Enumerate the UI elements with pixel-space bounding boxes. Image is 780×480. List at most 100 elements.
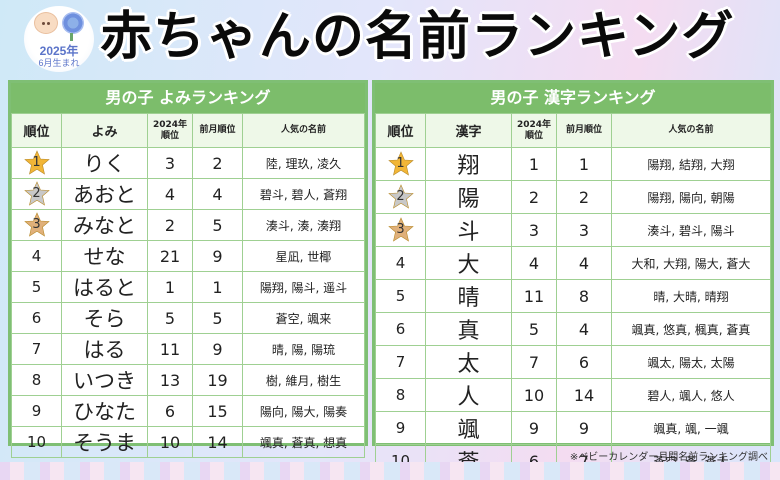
rank-cell: 2 <box>375 180 426 214</box>
table-row: 5 晴 11 8 晴, 大晴, 晴翔 <box>375 279 771 313</box>
rank-number: 2 <box>396 189 405 204</box>
rank-2024-cell: 11 <box>147 333 193 365</box>
table-row: 6 そら 5 5 蒼空, 颯来 <box>11 302 365 334</box>
rank-2024-cell: 2 <box>511 180 557 214</box>
col-popular-names: 人気の名前 <box>611 113 771 148</box>
rank-number: 1 <box>396 156 405 171</box>
table-row: 8 人 10 14 碧人, 颯人, 悠人 <box>375 378 771 412</box>
kanji-ranking-table: 順位 漢字 2024年 順位 前月順位 人気の名前 1 翔 1 1 陽翔, 結翔, 大翔… <box>375 113 771 478</box>
reading-ranking-title: 男の子 よみランキング <box>11 83 365 113</box>
rank-cell: 4 <box>11 240 62 272</box>
reading-cell: せな <box>61 240 148 272</box>
table-row: 1 りく 3 2 陸, 理玖, 凌久 <box>11 147 365 179</box>
popular-names-cell: 湊斗, 湊, 湊翔 <box>242 209 365 241</box>
leaf-icon <box>70 33 73 41</box>
table-row: 9 颯 9 9 颯真, 颯, 一颯 <box>375 411 771 445</box>
rank-number: 3 <box>396 222 405 237</box>
kanji-cell: 真 <box>425 312 512 346</box>
reading-cell: あおと <box>61 178 148 210</box>
rank-2024-cell: 4 <box>511 246 557 280</box>
rank-cell: 6 <box>375 312 426 346</box>
rank-2024-cell: 10 <box>511 378 557 412</box>
col-2024-rank-label: 2024年 順位 <box>152 119 188 141</box>
popular-names-cell: 陽翔, 陽斗, 遥斗 <box>242 271 365 303</box>
reading-cell: みなと <box>61 209 148 241</box>
table-row: 9 ひなた 6 15 陽向, 陽大, 陽奏 <box>11 395 365 427</box>
rank-cell: 7 <box>375 345 426 379</box>
table-row: 7 太 7 6 颯太, 陽太, 太陽 <box>375 345 771 379</box>
rank-cell: 8 <box>11 364 62 396</box>
reading-cell: そうま <box>61 426 148 458</box>
reading-ranking-panel: 男の子 よみランキング 順位 よみ 2024年 順位 前月順位 人気の名前 1 り… <box>8 80 368 458</box>
prev-month-cell: 1 <box>192 271 243 303</box>
prev-month-cell: 9 <box>192 333 243 365</box>
popular-names-cell: 颯真, 蒼真, 想真 <box>242 426 365 458</box>
prev-month-cell: 8 <box>556 279 612 313</box>
rank-cell: 4 <box>375 246 426 280</box>
popular-names-cell: 颯真, 颯, 一颯 <box>611 411 771 445</box>
kanji-cell: 颯 <box>425 411 512 445</box>
prev-month-cell: 5 <box>192 302 243 334</box>
popular-names-cell: 陽向, 陽大, 陽奏 <box>242 395 365 427</box>
reading-cell: そら <box>61 302 148 334</box>
table-row: 8 いつき 13 19 樹, 維月, 樹生 <box>11 364 365 396</box>
col-popular-names: 人気の名前 <box>242 113 365 148</box>
rank-cell: 5 <box>11 271 62 303</box>
rank-cell: 9 <box>11 395 62 427</box>
kanji-cell: 晴 <box>425 279 512 313</box>
rank-cell: 3 <box>375 213 426 247</box>
star-icon: 1 <box>387 151 414 177</box>
popular-names-cell: 樹, 維月, 樹生 <box>242 364 365 396</box>
col-rank: 順位 <box>11 113 62 148</box>
star-icon: 3 <box>387 217 414 243</box>
star-icon: 2 <box>387 184 414 210</box>
table-row: 4 大 4 4 大和, 大翔, 陽大, 蒼大 <box>375 246 771 280</box>
hydrangea-icon <box>62 12 84 34</box>
rank-cell: 3 <box>11 209 62 241</box>
kanji-cell: 人 <box>425 378 512 412</box>
popular-names-cell: 碧斗, 碧人, 蒼翔 <box>242 178 365 210</box>
page-title: 赤ちゃんの名前ランキング <box>100 7 735 67</box>
badge-month: 6月生まれ <box>38 58 80 68</box>
table-row: 2 陽 2 2 陽翔, 陽向, 朝陽 <box>375 180 771 214</box>
col-reading: よみ <box>61 113 148 148</box>
reading-cell: りく <box>61 147 148 179</box>
popular-names-cell: 湊斗, 碧斗, 陽斗 <box>611 213 771 247</box>
popular-names-cell: 陽翔, 陽向, 朝陽 <box>611 180 771 214</box>
kanji-cell: 斗 <box>425 213 512 247</box>
rank-cell: 2 <box>11 178 62 210</box>
rank-cell: 6 <box>11 302 62 334</box>
prev-month-cell: 15 <box>192 395 243 427</box>
prev-month-cell: 5 <box>192 209 243 241</box>
rank-number: 3 <box>32 217 41 232</box>
popular-names-cell: 颯太, 陽太, 太陽 <box>611 345 771 379</box>
rank-2024-cell: 11 <box>511 279 557 313</box>
kanji-ranking-title: 男の子 漢字ランキング <box>375 83 771 113</box>
prev-month-cell: 3 <box>556 213 612 247</box>
rank-2024-cell: 9 <box>511 411 557 445</box>
popular-names-cell: 星凪, 世椰 <box>242 240 365 272</box>
popular-names-cell: 陽翔, 結翔, 大翔 <box>611 147 771 181</box>
reading-cell: はる <box>61 333 148 365</box>
rank-cell: 8 <box>375 378 426 412</box>
col-kanji: 漢字 <box>425 113 512 148</box>
prev-month-cell: 9 <box>192 240 243 272</box>
table-row: 3 みなと 2 5 湊斗, 湊, 湊翔 <box>11 209 365 241</box>
popular-names-cell: 蒼空, 颯来 <box>242 302 365 334</box>
rank-2024-cell: 4 <box>147 178 193 210</box>
prev-month-cell: 4 <box>192 178 243 210</box>
source-note: ※ベビーカレンダー月間名前ランキング調べ <box>569 452 768 463</box>
table-row: 6 真 5 4 颯真, 悠真, 楓真, 蒼真 <box>375 312 771 346</box>
table-row: 5 はると 1 1 陽翔, 陽斗, 遥斗 <box>11 271 365 303</box>
table-row: 1 翔 1 1 陽翔, 結翔, 大翔 <box>375 147 771 181</box>
reading-ranking-body: 1 りく 3 2 陸, 理玖, 凌久 2 あおと 4 4 碧斗, 碧人, 蒼翔 3 みなと 2 5 湊斗, … <box>11 147 365 458</box>
baby-icon <box>34 12 58 34</box>
rank-2024-cell: 3 <box>511 213 557 247</box>
col-2024-rank-label: 2024年 順位 <box>516 119 552 141</box>
col-rank: 順位 <box>375 113 426 148</box>
badge-year: 2025年 <box>39 44 79 58</box>
table-row: 3 斗 3 3 湊斗, 碧斗, 陽斗 <box>375 213 771 247</box>
prev-month-cell: 19 <box>192 364 243 396</box>
prev-month-cell: 9 <box>556 411 612 445</box>
kanji-cell: 太 <box>425 345 512 379</box>
